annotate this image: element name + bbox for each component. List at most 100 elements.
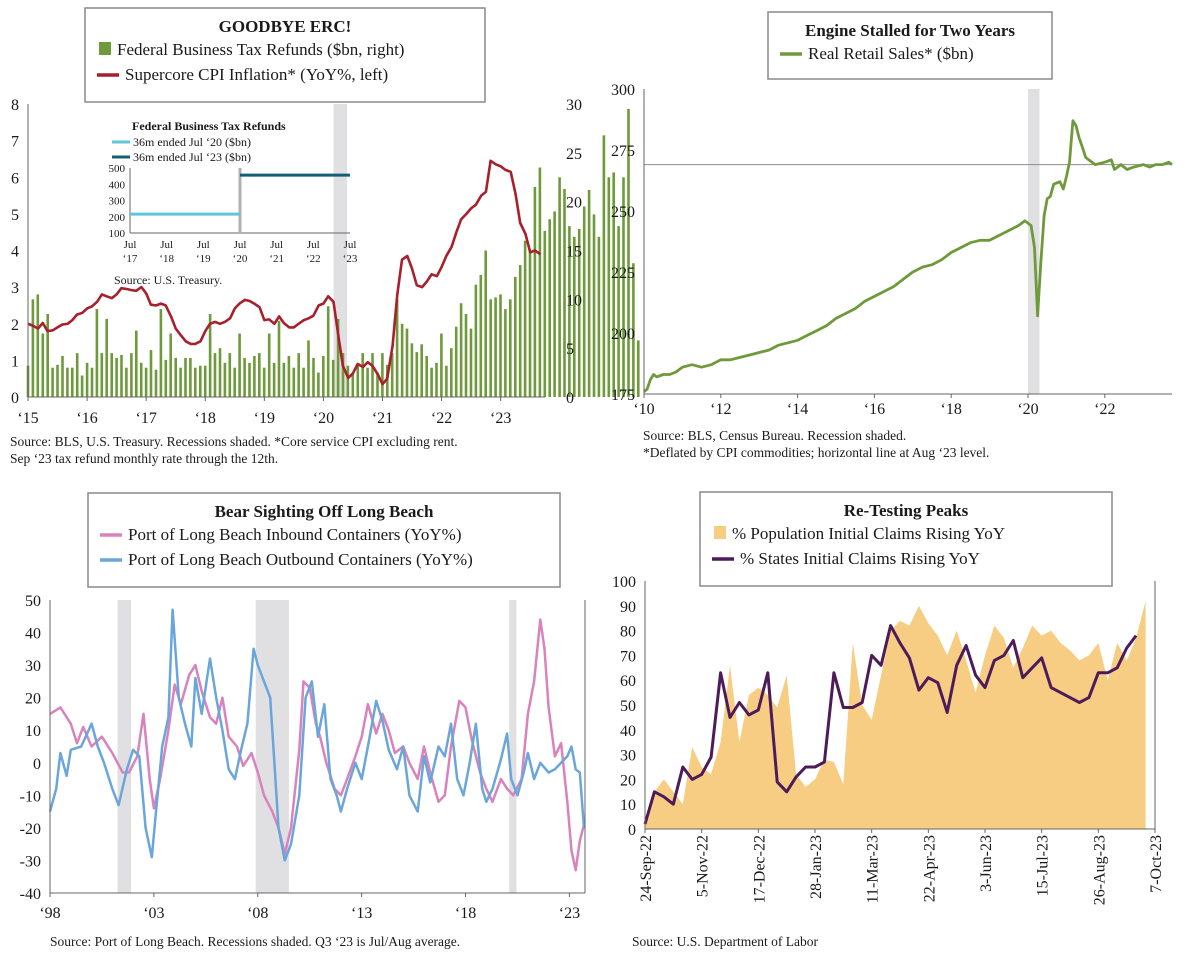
y-tick-label: 300	[611, 82, 635, 99]
tax-refund-bar	[144, 367, 148, 397]
tax-refund-bar	[100, 353, 104, 397]
tax-refund-bar	[105, 318, 108, 397]
y-tick-label: -40	[20, 886, 41, 903]
x-tick-label: ‘22	[1094, 401, 1115, 418]
y-right-tick-label: 15	[566, 244, 582, 261]
tax-refund-bar	[366, 367, 369, 397]
source-note-erc: Source: BLS, U.S. Treasury. Recessions s…	[10, 433, 458, 467]
x-tick-label: ‘10	[633, 401, 654, 418]
x-tick-label: ‘23	[490, 410, 511, 427]
tax-refund-bar	[479, 274, 483, 397]
y-right-tick-label: 20	[566, 195, 582, 212]
tax-refund-bar	[80, 375, 84, 397]
tax-refund-bar	[243, 357, 246, 397]
tax-refund-bar	[543, 231, 547, 397]
x-tick-label: 15-Jul-23	[1035, 835, 1052, 896]
tax-refund-bar	[272, 362, 276, 397]
x-tick-label: ‘23	[559, 905, 580, 922]
tax-refund-bar	[592, 214, 596, 397]
tax-refund-bar	[135, 330, 138, 397]
y-tick-label: 90	[620, 599, 636, 616]
legend-label: Port of Long Beach Outbound Containers (…	[128, 550, 473, 569]
tax-refund-bar	[523, 240, 527, 397]
claims-title: Re-Testing Peaks	[844, 501, 969, 520]
source-note-retail: Source: BLS, Census Bureau. Recession sh…	[643, 427, 989, 461]
tax-refund-bar	[154, 369, 158, 397]
tax-refund-bar	[120, 355, 123, 397]
inset-x-tick-label: ‘22	[306, 253, 321, 265]
tax-refund-bar	[277, 320, 281, 397]
x-tick-label: ‘16	[76, 410, 97, 427]
inset-x-tick-label: ‘23	[343, 253, 358, 265]
tax-refund-bar	[356, 365, 360, 397]
tax-refund-bar	[130, 353, 133, 397]
tax-refund-bar	[90, 367, 94, 397]
tax-refund-bar	[194, 367, 197, 397]
y-tick-label: 30	[25, 658, 41, 675]
legend-label: % Population Initial Claims Rising YoY	[732, 524, 1005, 543]
tax-refund-bar	[297, 353, 300, 397]
y-tick-label: 20	[620, 772, 636, 789]
tax-refund-bar	[587, 189, 591, 397]
tax-refund-bar	[607, 177, 611, 398]
tax-refund-bar	[169, 333, 172, 397]
source-line: *Deflated by CPI commodities; horizontal…	[643, 445, 990, 460]
y-tick-label: 0	[628, 822, 636, 839]
tax-refund-bar	[258, 353, 261, 397]
recession-band	[117, 600, 132, 893]
tax-refund-bar	[602, 135, 606, 398]
y-tick-label: -10	[20, 788, 41, 805]
inset-y-tick-label: 100	[109, 228, 126, 240]
legend-label: Supercore CPI Inflation* (YoY%, left)	[125, 65, 388, 84]
tax-refund-bar	[203, 365, 207, 397]
tax-refund-bar	[514, 276, 517, 397]
tax-refund-bar	[218, 348, 222, 397]
x-tick-label: ‘13	[351, 905, 372, 922]
panel-engine-stalled: 175 200 225 250 275 300 ‘10 ‘12 ‘14 ‘16 ‘18 ‘20 ‘22 E…	[611, 11, 1173, 418]
population-claims-area	[645, 600, 1146, 829]
x-tick-label: ‘17	[136, 410, 157, 427]
tax-refund-bar	[36, 294, 40, 397]
tax-refund-bar	[509, 299, 512, 397]
long-beach-title: Bear Sighting Off Long Beach	[215, 502, 434, 521]
y-tick-label: -20	[20, 821, 41, 838]
y-left-tick-label: 3	[11, 280, 19, 297]
inset-x-tick-label: Jul	[270, 239, 283, 251]
tax-refund-bar	[51, 367, 54, 397]
inset-x-tick-label: ‘18	[159, 253, 174, 265]
tax-refund-bar	[420, 344, 423, 397]
y-tick-label: -30	[20, 853, 41, 870]
y-left-tick-label: 1	[11, 353, 19, 370]
tax-refund-bar	[302, 367, 305, 397]
legend-label: Port of Long Beach Inbound Containers (Y…	[128, 525, 462, 544]
tax-refund-bar	[469, 328, 473, 397]
tax-refund-bar	[410, 343, 414, 397]
y-left-tick-label: 4	[11, 244, 19, 261]
legend-label: Real Retail Sales* ($bn)	[808, 44, 974, 63]
inset-x-tick-label: ‘19	[196, 253, 211, 265]
tax-refund-bar	[292, 367, 296, 397]
x-tick-label: 11-Mar-23	[865, 835, 882, 903]
tax-refund-bar	[331, 359, 335, 397]
tax-refund-bar	[287, 356, 291, 397]
y-tick-label: 20	[25, 691, 41, 708]
tax-refund-bar	[376, 372, 379, 397]
panel-goodbye-erc: 0 1 2 3 4 5 6 7 8 0 5 10 15 20 25 30 ‘15 ‘16 ‘17 ‘18 ‘19 ‘20 ‘…	[11, 7, 640, 427]
tax-refund-bar	[415, 352, 419, 397]
legend-label: Federal Business Tax Refunds ($bn, right…	[117, 40, 404, 59]
inset-x-tick-label: Jul	[344, 239, 357, 251]
tax-refund-bar	[159, 309, 163, 397]
tax-refund-bar	[199, 365, 202, 397]
tax-refund-bar	[440, 333, 443, 397]
recession-band	[509, 600, 517, 893]
tax-refund-bar	[56, 364, 59, 397]
source-line: Sep ‘23 tax refund monthly rate through …	[10, 451, 279, 466]
x-tick-label: 22-Apr-23	[921, 835, 938, 902]
tax-refund-bar	[208, 314, 212, 397]
tax-refund-bar	[577, 229, 581, 397]
erc-title: GOODBYE ERC!	[219, 17, 352, 36]
tax-refund-bar	[548, 219, 551, 397]
tax-refund-bar	[164, 359, 168, 397]
y-tick-label: 225	[611, 265, 635, 282]
tax-refund-bar	[568, 226, 571, 397]
